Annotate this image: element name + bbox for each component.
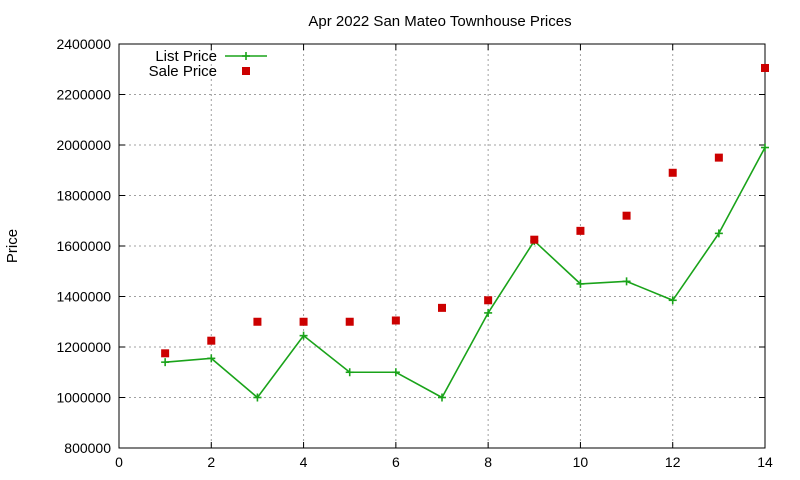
y-tick-label: 2000000	[56, 137, 111, 153]
list-price-point	[576, 279, 585, 288]
legend-label: Sale Price	[149, 63, 217, 80]
sale-price-point	[253, 317, 262, 326]
series-sale-price	[161, 63, 769, 358]
sale-price-point	[530, 235, 539, 244]
x-tick-label: 10	[573, 454, 589, 470]
list-price-point	[622, 277, 631, 286]
x-tick-label: 12	[665, 454, 681, 470]
axis-ticks: 0 2 4 6 8 10 12 14 800000 1000000 1200000 1400000 16…	[56, 36, 773, 470]
y-tick-label: 1200000	[56, 339, 111, 355]
sale-price-point	[207, 336, 216, 345]
legend-square-swatch	[242, 67, 250, 75]
sale-price-point	[576, 226, 585, 235]
list-price-point	[207, 354, 216, 363]
chart-title: Apr 2022 San Mateo Townhouse Prices	[308, 13, 571, 30]
y-tick-label: 1400000	[56, 289, 111, 305]
y-tick-label: 1800000	[56, 188, 111, 204]
y-tick-label: 2400000	[56, 36, 111, 52]
x-tick-label: 2	[207, 454, 215, 470]
sale-price-point	[622, 211, 631, 220]
x-tick-label: 8	[484, 454, 492, 470]
x-tick-label: 4	[300, 454, 308, 470]
sale-price-point	[299, 317, 308, 326]
x-tick-label: 6	[392, 454, 400, 470]
list-price-point	[299, 331, 308, 340]
sale-price-point	[761, 63, 769, 72]
list-price-point	[391, 368, 400, 377]
list-price-point	[668, 296, 677, 305]
sale-price-point	[438, 303, 446, 312]
y-axis-label: Price	[4, 229, 21, 263]
list-price-point	[484, 308, 493, 317]
list-price-point	[714, 229, 723, 238]
sale-price-point	[161, 349, 170, 358]
list-price-point	[345, 368, 354, 377]
sale-price-point	[391, 316, 400, 325]
sale-price-point	[484, 296, 493, 305]
x-tick-label: 0	[115, 454, 123, 470]
series-list-price	[161, 143, 769, 402]
grid	[119, 44, 765, 448]
y-tick-label: 1600000	[56, 238, 111, 254]
list-price-point	[761, 143, 769, 152]
list-price-point	[253, 393, 262, 402]
sale-price-point	[345, 317, 354, 326]
legend-plus-swatch	[242, 52, 250, 60]
series	[161, 63, 769, 402]
legend-label: List Price	[155, 48, 217, 65]
x-tick-label: 14	[757, 454, 773, 470]
list-price-line	[165, 147, 766, 399]
sale-price-point	[714, 153, 723, 162]
sale-price-point	[668, 168, 677, 177]
list-price-point	[161, 358, 170, 367]
y-tick-label: 2200000	[56, 87, 111, 103]
y-tick-label: 800000	[64, 440, 111, 456]
list-price-point	[438, 393, 446, 402]
y-tick-label: 1000000	[56, 390, 111, 406]
